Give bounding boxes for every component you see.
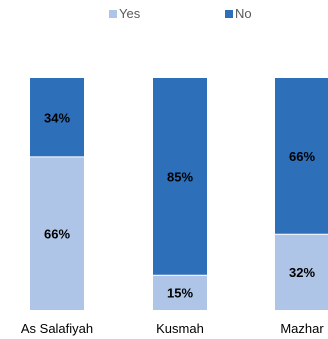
legend-label-no: No	[235, 6, 252, 21]
data-label-yes-mazhar: 32%	[289, 265, 315, 280]
category-label-mazhar: Mazhar	[280, 321, 324, 336]
bars-group	[30, 78, 328, 310]
data-label-yes-kusmah: 15%	[167, 286, 193, 301]
data-label-no-as-salafiyah: 34%	[44, 110, 70, 125]
legend-swatch-no	[225, 10, 233, 18]
bar-yes-as-salafiyah	[30, 156, 84, 310]
category-label-kusmah: Kusmah	[156, 321, 204, 336]
data-label-no-kusmah: 85%	[167, 170, 193, 185]
legend-swatch-yes	[109, 10, 117, 18]
legend: Yes No	[109, 6, 252, 21]
data-label-yes-as-salafiyah: 66%	[44, 226, 70, 241]
category-labels-group: As Salafiyah Kusmah Mazhar	[21, 321, 324, 336]
bar-no-kusmah	[153, 78, 207, 276]
bar-yes-kusmah	[153, 275, 207, 310]
bar-no-mazhar	[275, 78, 328, 235]
data-label-no-mazhar: 66%	[289, 149, 315, 164]
legend-label-yes: Yes	[119, 6, 141, 21]
bar-labels-group: 66% 34% 15% 85% 32% 66%	[44, 110, 315, 300]
category-label-as-salafiyah: As Salafiyah	[21, 321, 93, 336]
bar-no-as-salafiyah	[30, 78, 84, 157]
bar-yes-mazhar	[275, 234, 328, 310]
